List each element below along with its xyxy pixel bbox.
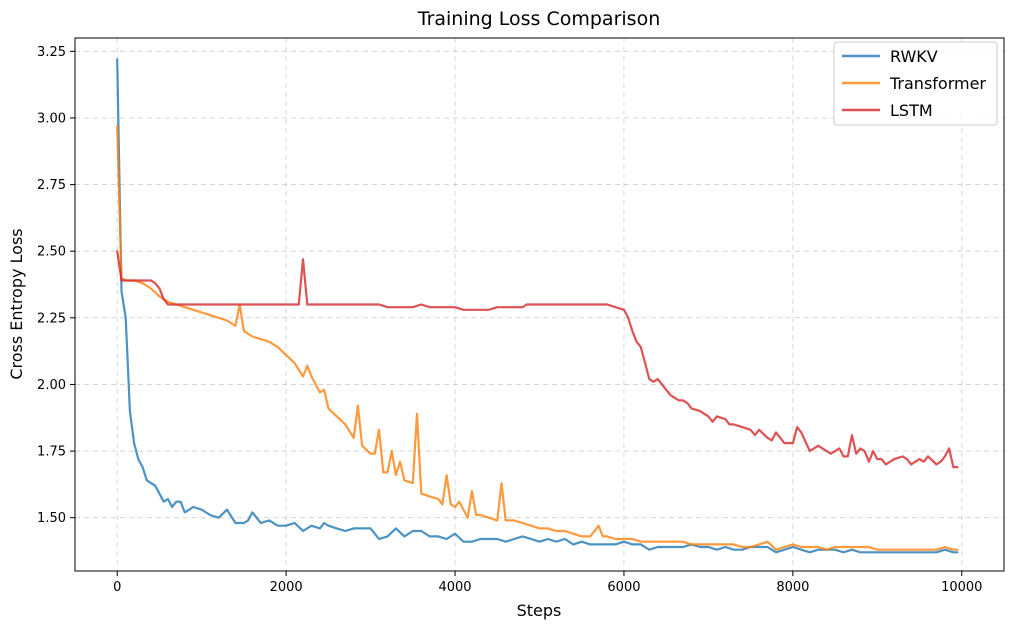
y-tick-label: 2.00 bbox=[37, 378, 66, 393]
x-tick-label: 4000 bbox=[438, 580, 471, 595]
y-tick-label: 3.00 bbox=[37, 111, 66, 126]
y-tick-label: 1.75 bbox=[37, 445, 66, 460]
y-tick-label: 2.25 bbox=[37, 311, 66, 326]
axis-ticks: 0 2000 4000 6000 8000 10000 1.50 1.75 2.00 2.25 2.… bbox=[37, 45, 982, 595]
y-tick-label: 1.50 bbox=[37, 511, 66, 526]
legend-label-lstm: LSTM bbox=[890, 101, 933, 120]
series-lines bbox=[116, 58, 959, 554]
x-tick-label: 0 bbox=[113, 580, 121, 595]
x-tick-label: 2000 bbox=[270, 580, 303, 595]
legend-label-rwkv: RWKV bbox=[890, 47, 938, 66]
plot-frame bbox=[74, 37, 1005, 572]
legend-label-transformer: Transformer bbox=[889, 74, 986, 93]
y-tick-label: 3.25 bbox=[37, 45, 66, 60]
legend-box bbox=[833, 41, 998, 126]
legend: RWKV Transformer LSTM bbox=[833, 41, 998, 126]
x-axis-label: Steps bbox=[517, 601, 562, 620]
series-line-rwkv bbox=[116, 58, 959, 554]
x-tick-label: 6000 bbox=[607, 580, 640, 595]
series-line-lstm bbox=[116, 250, 959, 469]
y-axis-label: Cross Entropy Loss bbox=[7, 228, 26, 379]
y-tick-label: 2.75 bbox=[37, 178, 66, 193]
x-tick-label: 10000 bbox=[941, 580, 982, 595]
series-line-transformer bbox=[116, 124, 959, 551]
x-tick-label: 8000 bbox=[776, 580, 809, 595]
y-tick-label: 2.50 bbox=[37, 245, 66, 260]
chart-title: Training Loss Comparison bbox=[417, 8, 660, 30]
